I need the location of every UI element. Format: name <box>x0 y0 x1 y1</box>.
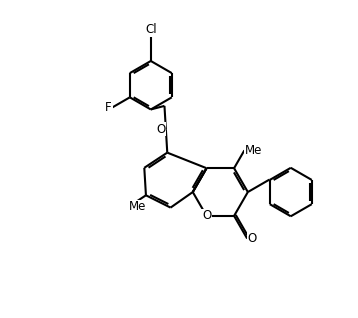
Text: F: F <box>105 101 112 114</box>
Text: Me: Me <box>129 200 146 213</box>
Text: Me: Me <box>245 144 262 157</box>
Text: O: O <box>202 209 211 222</box>
Text: O: O <box>247 232 256 245</box>
Text: O: O <box>156 123 166 136</box>
Text: Cl: Cl <box>145 23 156 36</box>
